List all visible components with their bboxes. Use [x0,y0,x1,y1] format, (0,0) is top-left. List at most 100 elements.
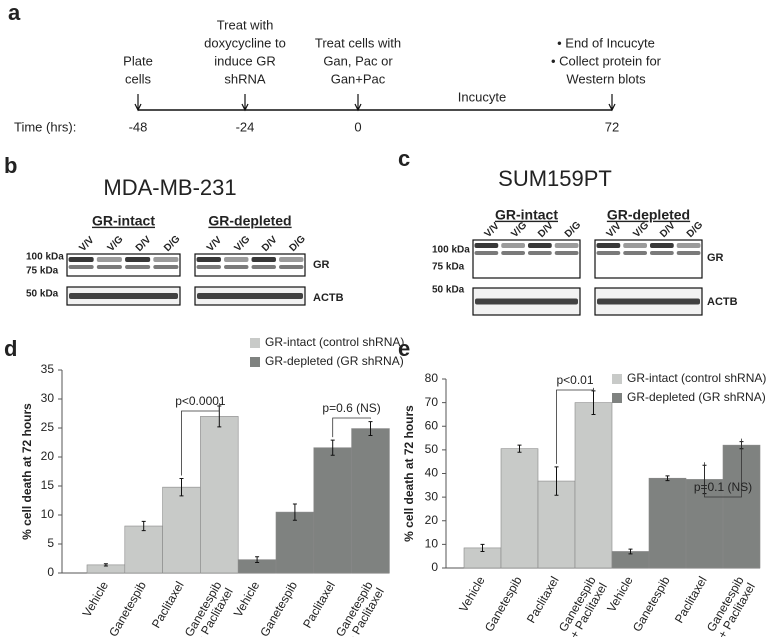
gr-band [196,265,221,269]
gr-band [251,257,276,262]
event-text: • Collect protein for [551,53,662,68]
bar [200,416,239,574]
bar [162,486,201,574]
legend-swatch [250,357,260,367]
panel-label: e [398,336,410,361]
legend-label: GR-depleted (GR shRNA) [627,390,766,404]
lane-label: V/G [232,234,252,254]
gr-band [224,265,249,269]
x-tick-line: Ganetespib [106,579,149,637]
lane-label: D/V [658,220,678,240]
error-bar [141,520,146,532]
x-tick-label: Ganetespib [630,574,673,634]
gr-band [527,251,552,255]
x-tick-label: Ganetespib [482,574,525,634]
legend-label: GR-intact (control shRNA) [265,335,404,349]
x-tick-label: Vehicle [231,579,263,620]
x-tick-line: Ganetespib [257,579,300,637]
x-tick-label: Vehicle [604,574,636,615]
x-tick-label: Vehicle [456,574,488,615]
x-tick-line: Ganetespib [482,574,525,634]
legend-swatch [612,374,622,384]
panel-label: c [398,146,410,171]
panel-a: a Time (hrs): Incucyte [8,0,612,134]
y-tick-label: 0 [47,565,54,579]
lane-label: V/V [77,235,96,254]
panel-b: b MDA-MB-231 [4,153,237,200]
blot-title: SUM159PT [498,166,612,191]
annotation: p=0.6 (NS) [322,401,380,415]
gr-blot [594,239,703,279]
arrow-head [241,103,249,112]
gr-band [224,257,249,262]
gr-band [676,251,701,255]
lane-label: V/G [106,234,126,254]
gr-band [68,265,94,269]
error-bar [330,439,335,456]
y-tick-label: 60 [425,418,439,432]
x-tick-line: Paclitaxel [300,579,338,630]
bar [124,525,163,574]
event-text: Treat with [217,17,274,32]
lane-label: D/V [134,234,154,254]
error-bar [591,390,596,415]
bar [275,511,315,574]
event-text: cells [125,71,152,86]
x-tick-label: Ganetespib+ Paclitaxel [704,574,758,637]
time-value: 0 [354,119,361,134]
event-text: shRNA [224,71,266,86]
x-tick-label: Paclitaxel [149,579,187,630]
lane-label: V/V [483,221,502,240]
error-bar [292,503,297,521]
time-value: 72 [605,119,619,134]
event-text: Gan+Pac [331,71,386,86]
x-tick-label: Paclitaxel [672,574,710,625]
gr-band [474,251,499,255]
legend-label: GR-depleted (GR shRNA) [265,354,404,368]
y-axis-label: % cell death at 72 hours [402,405,416,542]
gr-band [596,251,621,255]
gr-band [68,257,94,262]
kda-marker: 100 kDa [432,245,470,256]
gr-band [96,257,122,262]
arrow-head [354,103,362,112]
y-tick-label: 20 [425,513,439,527]
significance-bracket [181,402,220,476]
lane-label: D/G [162,233,183,254]
group-label: GR-depleted [607,207,690,223]
gr-band [649,243,674,248]
bar [574,402,613,569]
band-label: ACTB [313,292,344,304]
event-text: Treat cells with [315,35,401,50]
lane-label: V/V [205,235,224,254]
panel-label: d [4,336,17,361]
significance-bracket [332,417,371,438]
error-bar [480,543,485,552]
time-label: Time (hrs): [14,119,76,134]
lane-label: D/V [260,234,280,254]
y-tick-label: 15 [41,478,55,492]
x-tick-label: Paclitaxel [524,574,562,625]
gr-band [196,257,221,262]
x-tick-label: Ganetespib+ Paclitaxel [333,579,387,637]
y-tick-label: 70 [425,395,439,409]
kda-marker: 75 kDa [26,266,59,277]
y-tick-label: 5 [47,536,54,550]
span-label: Incucyte [458,89,506,104]
y-tick-label: 30 [425,489,439,503]
x-tick-line: Paclitaxel [149,579,187,630]
error-bar [103,563,108,567]
gr-band [554,243,579,248]
gr-blot [194,253,306,277]
event-text: Plate [123,53,153,68]
gr-band [153,265,179,269]
kda-marker: 50 kDa [26,289,59,300]
gr-band [649,251,674,255]
error-bar [517,444,522,453]
gr-band [596,243,621,248]
x-tick-line: Ganetespib [630,574,673,634]
gr-band [623,251,648,255]
y-tick-label: 80 [425,371,439,385]
error-bar [554,466,559,496]
